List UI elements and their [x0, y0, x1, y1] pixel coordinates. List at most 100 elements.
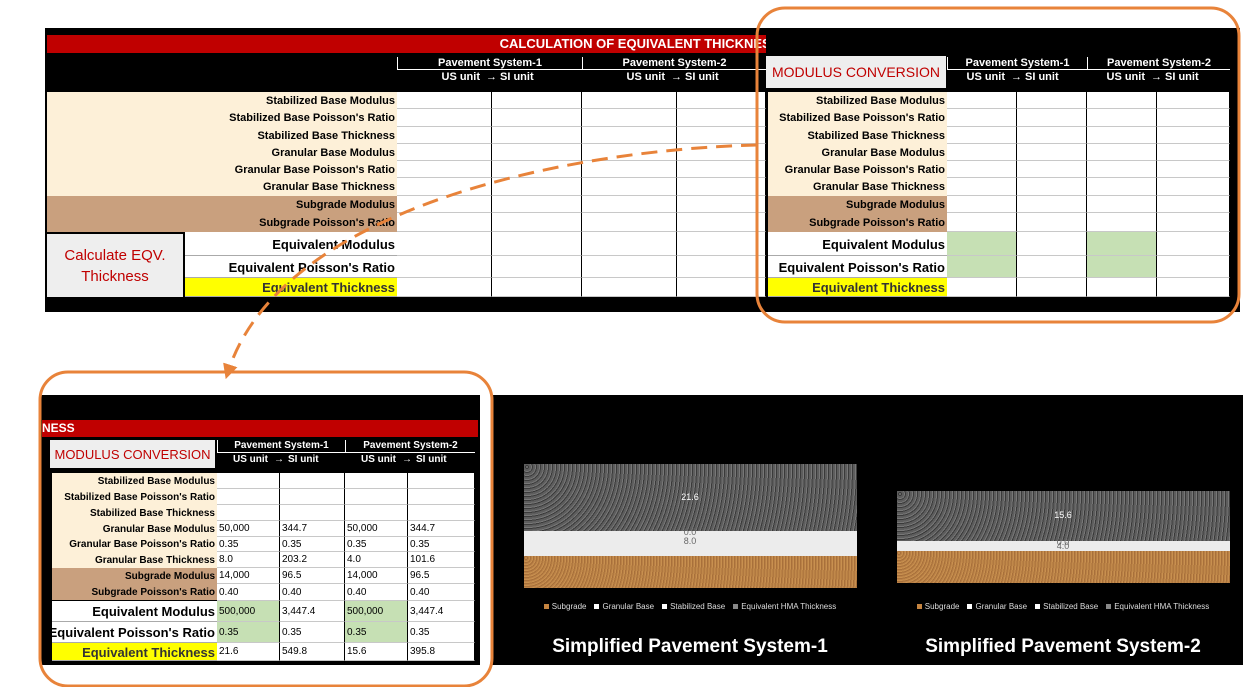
cell — [217, 489, 280, 505]
granular-layer — [524, 531, 857, 556]
chart-title: Simplified Pavement System-2 — [925, 636, 1201, 657]
cell — [1087, 161, 1157, 178]
cell — [397, 144, 492, 161]
cell: 50,000 — [345, 521, 408, 537]
legend-item: Stabilized Base — [1035, 602, 1098, 611]
row-label: Stabilized Base Poisson's Ratio — [229, 112, 395, 124]
label-bg — [185, 256, 397, 278]
row-label: Stabilized Base Thickness — [257, 129, 395, 142]
legend-text: Stabilized Base — [1043, 602, 1099, 611]
cell — [345, 473, 408, 489]
row-label: Granular Base Thickness — [262, 181, 395, 193]
unit-header: → — [1151, 71, 1162, 83]
cell — [1157, 144, 1230, 161]
cell — [1017, 178, 1087, 196]
cell — [1157, 213, 1230, 232]
unit-header: SI unit — [500, 71, 534, 83]
row-label: Stabilized Base Poisson's Ratio — [64, 491, 215, 503]
legend: Subgrade Granular Base Stabilized Base Equi… — [520, 602, 860, 611]
row-label: Stabilized Base Poisson's Ratio — [779, 112, 945, 124]
legend: Subgrade Granular Base Stabilized Base Equi… — [893, 602, 1233, 611]
cell — [280, 489, 345, 505]
cell — [677, 127, 766, 144]
cell — [1087, 256, 1157, 278]
unit-header: → — [402, 454, 412, 465]
legend-text: Subgrade — [551, 602, 587, 611]
cell: 50,000 — [217, 521, 280, 537]
cell — [492, 256, 582, 278]
row-label: Subgrade Modulus — [846, 198, 945, 211]
cell: 96.5 — [280, 568, 345, 584]
cell — [1017, 278, 1087, 297]
cell — [1157, 127, 1230, 144]
cell: 14,000 — [217, 568, 280, 584]
cell — [582, 232, 677, 256]
cell: 0.40 — [345, 584, 408, 601]
cell — [947, 256, 1017, 278]
cell: 500,000 — [345, 601, 408, 622]
unit-header: → — [671, 71, 682, 83]
cell — [582, 161, 677, 178]
row-label: Equivalent Poisson's Ratio — [48, 625, 215, 640]
cell — [408, 473, 475, 489]
unit-header: → — [274, 454, 284, 465]
legend-item: Granular Base — [594, 602, 654, 611]
label-bg — [52, 473, 217, 568]
row-label: Subgrade Poisson's Ratio — [91, 587, 215, 598]
sheet-title: NESS — [42, 420, 478, 437]
highlight — [38, 370, 494, 687]
cell — [677, 278, 766, 297]
row-label: Stabilized Base Modulus — [97, 475, 215, 487]
row-label: Equivalent Modulus — [272, 236, 395, 252]
cell — [397, 256, 492, 278]
cell — [1017, 144, 1087, 161]
row-label: Subgrade Modulus — [125, 570, 215, 582]
cell — [582, 127, 677, 144]
cell — [677, 232, 766, 256]
cell: 0.40 — [408, 584, 475, 601]
unit-header: US unit — [626, 71, 666, 83]
row-label: Equivalent Poisson's Ratio — [778, 259, 945, 275]
unit-header: US unit — [1106, 71, 1146, 83]
legend-item: Subgrade — [543, 602, 587, 611]
cell — [582, 196, 677, 213]
unit-header: → — [1011, 71, 1022, 83]
cell — [217, 505, 280, 521]
cell — [1017, 92, 1087, 109]
unit-header: → — [486, 71, 497, 83]
cell — [582, 109, 677, 127]
row-label: Subgrade Poisson's Ratio — [259, 216, 395, 229]
row-label: Equivalent Thickness — [812, 280, 945, 295]
legend-text: Subgrade — [924, 602, 960, 611]
layer-label: 4.0 — [1056, 541, 1070, 551]
cell — [677, 256, 766, 278]
cell: 0.40 — [217, 584, 280, 601]
chart-title: Simplified Pavement System-1 — [552, 636, 828, 657]
cell: 0.35 — [217, 537, 280, 552]
cell: 344.7 — [280, 521, 345, 537]
cell — [1087, 109, 1157, 127]
cell — [947, 92, 1017, 109]
row-label: Granular Base Poisson's Ratio — [69, 539, 215, 550]
cell — [492, 196, 582, 213]
cell: 8.0 — [217, 552, 280, 568]
cell — [947, 178, 1017, 196]
cell — [280, 505, 345, 521]
cell — [677, 92, 766, 109]
cell — [582, 144, 677, 161]
cell — [397, 92, 492, 109]
cell — [345, 489, 408, 505]
layer-label: 0.0 — [683, 527, 697, 537]
cell — [677, 213, 766, 232]
hma-layer — [897, 491, 1230, 541]
subgrade-layer — [524, 556, 857, 588]
layer-label: 8.0 — [683, 536, 697, 546]
calculate-button[interactable]: Calculate EQV. Thickness — [47, 234, 183, 297]
cell: 0.35 — [408, 622, 475, 643]
row-label: Equivalent Modulus — [822, 236, 945, 252]
row-label: Equivalent Thickness — [82, 644, 215, 660]
cell: 0.35 — [217, 622, 280, 643]
label-bg — [52, 601, 217, 622]
legend-item: Subgrade — [916, 602, 960, 611]
cell: 4.0 — [345, 552, 408, 568]
